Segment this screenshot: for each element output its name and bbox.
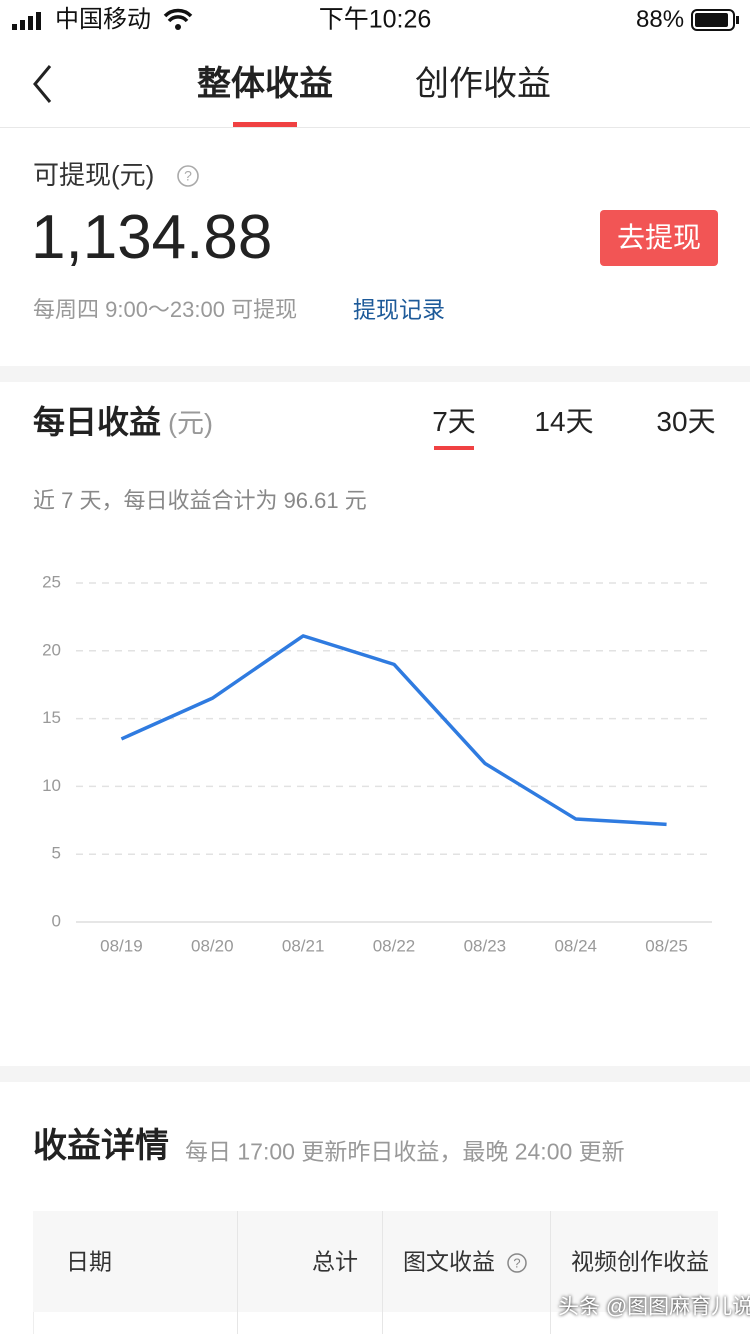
column-border: [550, 1211, 551, 1334]
tab-indicator: [233, 122, 297, 127]
y-tick-label: 20: [42, 640, 61, 659]
table-header: [33, 1211, 718, 1312]
section-gap: [0, 366, 750, 382]
button-label: 去提现: [616, 222, 702, 253]
help-icon[interactable]: ?: [176, 164, 200, 188]
carrier: 中国移动: [55, 6, 151, 33]
x-tick-label: 08/22: [373, 936, 416, 955]
svg-text:?: ?: [513, 1255, 520, 1270]
y-tick-label: 10: [42, 776, 61, 795]
column-header: 日期: [66, 1248, 112, 1275]
range-tab[interactable]: 7天: [432, 406, 476, 437]
table-row: [33, 1312, 719, 1334]
watermark: 头条 @图图麻育儿说: [558, 1295, 750, 1319]
status-icons: [12, 8, 739, 31]
balance-label: 可提现(元): [33, 160, 155, 190]
x-tick-label: 08/24: [554, 936, 597, 955]
range-tab[interactable]: 30天: [656, 406, 716, 437]
back-button[interactable]: [0, 60, 60, 110]
y-tick-label: 5: [52, 844, 61, 863]
column-border: [237, 1211, 238, 1334]
column-header: 视频创作收益: [571, 1248, 709, 1275]
clock: 下午10:26: [318, 5, 432, 34]
y-tick-label: 15: [42, 708, 61, 727]
update-note: 每日 17:00 更新昨日收益，最晚 24:00 更新: [185, 1138, 625, 1165]
unit-label: (元): [168, 408, 213, 439]
x-tick-label: 08/19: [100, 936, 143, 955]
withdraw-button[interactable]: 去提现: [600, 210, 718, 266]
summary: 近 7 天，每日收益合计为 96.61 元: [33, 488, 367, 513]
nav-tab[interactable]: 创作收益: [415, 65, 551, 103]
x-tick-label: 08/23: [464, 936, 507, 955]
battery-level: 88%: [636, 6, 685, 33]
column-border: [382, 1211, 383, 1334]
section-title: 每日收益: [33, 404, 162, 440]
range-tab[interactable]: 14天: [534, 406, 594, 437]
range-indicator: [434, 446, 474, 450]
x-tick-label: 08/20: [191, 936, 234, 955]
chart: 0 5 10 15 20 25 08/19 08/20 08/21 08/22 08/23 08/24…: [42, 572, 712, 955]
nav-tab[interactable]: 整体收益: [197, 65, 333, 103]
y-tick-label: 25: [42, 572, 61, 591]
column-header: 总计: [312, 1248, 358, 1275]
data-line: [120, 634, 667, 827]
x-tick-label: 08/21: [282, 936, 325, 955]
y-tick-label: 0: [52, 911, 61, 930]
section-gap: [0, 1066, 750, 1082]
divider: [0, 127, 750, 128]
column-header: 图文收益: [403, 1248, 495, 1275]
help-icon[interactable]: ?: [506, 1252, 528, 1274]
svg-text:?: ?: [184, 168, 192, 184]
withdraw-record-link[interactable]: 提现记录: [353, 296, 445, 323]
section-title: 收益详情: [33, 1127, 169, 1165]
balance-amount: 1,134.88: [31, 203, 273, 272]
withdraw-schedule: 每周四 9:00～23:00 可提现: [33, 297, 298, 322]
x-tick-label: 08/25: [645, 936, 688, 955]
